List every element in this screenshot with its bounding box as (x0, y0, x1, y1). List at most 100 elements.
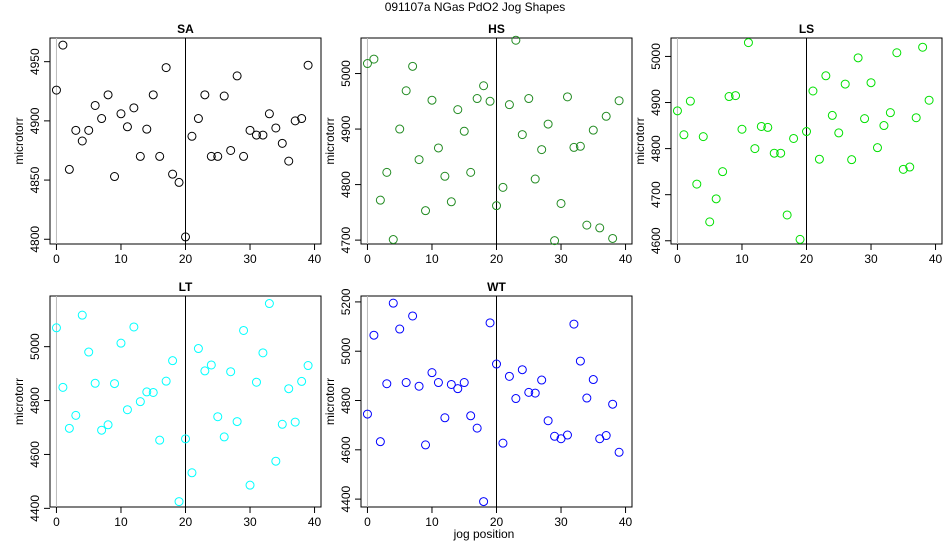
data-point (492, 201, 501, 211)
x-tick-label: 40 (619, 252, 633, 266)
data-point (575, 141, 585, 151)
data-point (821, 71, 831, 81)
data-point (718, 167, 728, 177)
data-point (71, 410, 81, 420)
data-point (401, 86, 411, 96)
y-tick-label: 5200 (339, 288, 353, 315)
data-point (479, 81, 489, 91)
data-point (258, 348, 268, 358)
data-point (414, 381, 424, 391)
data-point (595, 223, 605, 233)
data-point (116, 338, 126, 348)
data-point (401, 378, 411, 388)
data-point (148, 387, 158, 397)
data-point (284, 156, 294, 166)
data-point (232, 417, 242, 427)
data-point (97, 425, 107, 435)
data-point (511, 35, 521, 45)
x-tick-label: 40 (308, 515, 322, 529)
data-point (905, 162, 915, 172)
data-point (388, 235, 398, 245)
data-point (161, 63, 171, 73)
data-point (866, 78, 876, 88)
data-point (808, 86, 818, 96)
data-point (64, 423, 74, 433)
data-point (271, 456, 281, 466)
data-point (782, 210, 792, 220)
data-point (421, 206, 431, 216)
panel-lt: LT 0 10 20 30 40 4400 4600 4800 5000 microtorr (12, 280, 322, 529)
data-point (155, 435, 165, 445)
data-point (375, 195, 385, 205)
data-point (569, 319, 579, 329)
x-tick-label: 0 (364, 515, 371, 529)
data-point (498, 438, 508, 448)
panel-title: LT (179, 280, 193, 294)
panel-hs: HS 0 10 20 30 40 4700 4800 4900 5000 microtorr (323, 22, 633, 266)
data-point (369, 54, 379, 64)
data-point (226, 145, 236, 155)
data-point (776, 148, 786, 158)
data-point (200, 90, 210, 100)
data-point (537, 145, 547, 155)
data-point (834, 128, 844, 138)
data-point (90, 378, 100, 388)
data-point (187, 131, 197, 141)
data-point (122, 405, 132, 415)
x-tick-label: 0 (53, 515, 60, 529)
data-point (97, 114, 107, 124)
data-point (769, 148, 779, 158)
x-tick-label: 10 (425, 252, 439, 266)
data-point (562, 92, 572, 102)
data-point (872, 143, 882, 153)
data-point (362, 59, 372, 69)
y-tick-label: 4400 (339, 485, 353, 512)
data-point (756, 121, 766, 131)
data-point (122, 122, 132, 132)
data-point (433, 143, 443, 153)
data-point (297, 376, 307, 386)
data-point (239, 151, 249, 161)
data-point (795, 234, 805, 244)
data-point (77, 310, 87, 320)
data-point (103, 420, 113, 430)
data-point (582, 393, 592, 403)
data-point (64, 164, 74, 174)
data-point (562, 430, 572, 440)
panel-title: LS (799, 22, 814, 36)
data-point (582, 220, 592, 230)
data-point (362, 409, 372, 419)
y-tick-label: 4400 (28, 495, 42, 522)
y-axis-label: microtorr (12, 378, 26, 425)
data-point (485, 96, 495, 106)
data-point (219, 432, 229, 442)
y-tick-label: 5000 (649, 43, 663, 70)
data-point (575, 356, 585, 366)
x-tick-label: 20 (179, 252, 193, 266)
data-point (297, 114, 307, 124)
x-axis-label: jog position (453, 527, 515, 541)
data-point (395, 124, 405, 134)
data-point (290, 116, 300, 126)
data-point (369, 330, 379, 340)
data-point (543, 416, 553, 426)
data-point (802, 127, 811, 137)
data-point (453, 105, 463, 115)
x-tick-label: 40 (619, 515, 633, 529)
x-tick-label: 10 (114, 252, 128, 266)
panel-title: SA (177, 22, 194, 36)
figure-title: 091107a NGas PdO2 Jog Shapes (385, 0, 566, 14)
y-tick-label: 4850 (28, 166, 42, 193)
data-point (504, 371, 514, 381)
data-point (885, 108, 895, 118)
data-point (264, 299, 274, 309)
data-point (427, 95, 437, 105)
data-point (433, 378, 443, 388)
data-point (51, 85, 61, 95)
x-tick-label: 20 (490, 252, 504, 266)
y-tick-label: 4800 (649, 135, 663, 162)
data-point (911, 113, 921, 123)
data-point (219, 91, 229, 101)
panel-title: HS (488, 22, 505, 36)
data-point (290, 417, 300, 427)
